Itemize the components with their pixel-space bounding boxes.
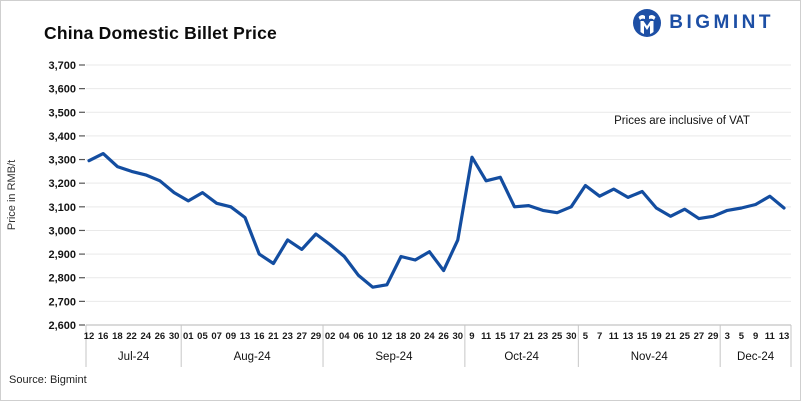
svg-text:13: 13	[623, 331, 634, 342]
svg-text:11: 11	[481, 331, 492, 342]
svg-text:3,500: 3,500	[48, 107, 76, 119]
svg-text:18: 18	[396, 331, 407, 342]
svg-text:16: 16	[98, 331, 109, 342]
bigmint-logo-text: BIGMINT	[669, 12, 774, 33]
svg-text:18: 18	[112, 331, 123, 342]
svg-text:02: 02	[325, 331, 336, 342]
svg-text:9: 9	[753, 331, 758, 342]
svg-text:2,700: 2,700	[48, 296, 76, 308]
svg-text:Price in RMB/t: Price in RMB/t	[6, 160, 18, 230]
svg-text:3,000: 3,000	[48, 225, 76, 237]
svg-text:Aug-24: Aug-24	[234, 351, 272, 363]
svg-text:Dec-24: Dec-24	[737, 351, 775, 363]
svg-text:15: 15	[637, 331, 648, 342]
svg-text:3,200: 3,200	[48, 178, 76, 190]
svg-text:25: 25	[679, 331, 690, 342]
svg-text:Sep-24: Sep-24	[375, 351, 413, 363]
bigmint-logo-icon	[633, 9, 662, 37]
svg-text:21: 21	[523, 331, 534, 342]
svg-text:27: 27	[694, 331, 705, 342]
svg-text:2,800: 2,800	[48, 273, 76, 285]
svg-text:2,600: 2,600	[48, 320, 76, 332]
svg-text:27: 27	[296, 331, 307, 342]
svg-text:11: 11	[765, 331, 776, 342]
svg-text:07: 07	[211, 331, 222, 342]
svg-text:Nov-24: Nov-24	[631, 351, 669, 363]
svg-text:01: 01	[183, 331, 194, 342]
svg-text:09: 09	[226, 331, 237, 342]
bigmint-logo: BIGMINT	[632, 7, 774, 39]
svg-text:22: 22	[126, 331, 137, 342]
svg-text:12: 12	[382, 331, 393, 342]
svg-text:24: 24	[424, 331, 435, 342]
svg-text:Oct-24: Oct-24	[504, 351, 539, 363]
svg-text:15: 15	[495, 331, 506, 342]
svg-text:23: 23	[282, 331, 293, 342]
svg-text:2,900: 2,900	[48, 249, 76, 261]
svg-text:3,600: 3,600	[48, 84, 76, 96]
svg-text:16: 16	[254, 331, 265, 342]
svg-text:26: 26	[438, 331, 449, 342]
source-note: Source: Bigmint	[9, 374, 87, 386]
svg-text:30: 30	[452, 331, 463, 342]
svg-text:30: 30	[169, 331, 180, 342]
page-title: China Domestic Billet Price	[44, 23, 277, 43]
svg-text:21: 21	[268, 331, 279, 342]
svg-text:30: 30	[566, 331, 577, 342]
vat-annotation: Prices are inclusive of VAT	[614, 115, 750, 127]
svg-text:12: 12	[84, 331, 95, 342]
svg-text:29: 29	[708, 331, 719, 342]
svg-text:3,100: 3,100	[48, 202, 76, 214]
svg-text:5: 5	[739, 331, 745, 342]
svg-text:7: 7	[597, 331, 602, 342]
svg-text:3,300: 3,300	[48, 155, 76, 167]
svg-text:Jul-24: Jul-24	[118, 351, 150, 363]
svg-text:20: 20	[410, 331, 421, 342]
svg-text:19: 19	[651, 331, 662, 342]
svg-text:25: 25	[552, 331, 563, 342]
svg-text:06: 06	[353, 331, 364, 342]
svg-text:5: 5	[583, 331, 589, 342]
svg-text:29: 29	[311, 331, 322, 342]
svg-text:24: 24	[140, 331, 151, 342]
svg-text:11: 11	[609, 331, 620, 342]
svg-text:10: 10	[367, 331, 378, 342]
svg-text:05: 05	[197, 331, 208, 342]
svg-text:9: 9	[469, 331, 474, 342]
svg-text:13: 13	[779, 331, 790, 342]
svg-text:13: 13	[240, 331, 251, 342]
svg-text:21: 21	[665, 331, 676, 342]
svg-text:3: 3	[725, 331, 730, 342]
svg-text:26: 26	[155, 331, 166, 342]
svg-text:17: 17	[509, 331, 520, 342]
svg-text:04: 04	[339, 331, 350, 342]
svg-text:3,400: 3,400	[48, 131, 76, 143]
svg-text:23: 23	[538, 331, 549, 342]
svg-text:3,700: 3,700	[48, 60, 76, 72]
